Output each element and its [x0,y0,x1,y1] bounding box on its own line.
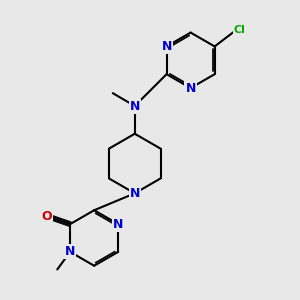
Text: N: N [130,187,140,200]
Text: O: O [42,210,52,223]
Text: Cl: Cl [233,25,245,34]
Text: N: N [113,218,123,231]
Text: N: N [130,100,140,112]
Text: N: N [185,82,196,94]
Text: N: N [161,40,172,53]
Text: N: N [65,245,75,258]
